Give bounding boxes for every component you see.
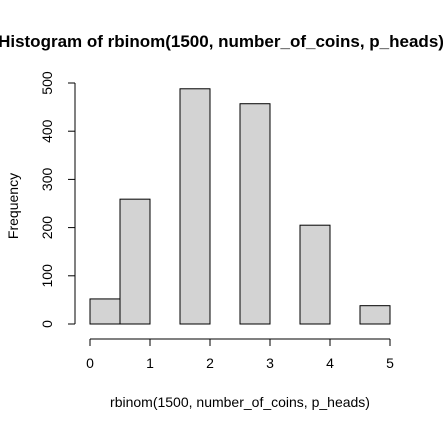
x-tick-label: 4 xyxy=(326,355,334,371)
y-axis-label: Frequency xyxy=(5,173,21,239)
histogram-bar-5 xyxy=(239,103,271,325)
histogram-bar-3 xyxy=(179,88,211,325)
x-axis: 0 1 2 3 4 5 xyxy=(86,338,394,371)
bars-group xyxy=(89,88,391,325)
x-axis-label: rbinom(1500, number_of_coins, p_heads) xyxy=(110,394,370,410)
x-tick-label: 3 xyxy=(266,355,274,371)
histogram-bar-9 xyxy=(359,305,391,325)
y-tick-label: 300 xyxy=(39,168,55,192)
histogram-bar-0 xyxy=(89,298,121,325)
histogram-bar-1 xyxy=(119,198,151,325)
y-axis: 0 100 200 300 400 500 xyxy=(39,71,76,328)
x-tick-label: 1 xyxy=(146,355,154,371)
y-tick-label: 400 xyxy=(39,119,55,143)
y-tick-label: 200 xyxy=(39,216,55,240)
histogram-bar-7 xyxy=(299,224,331,325)
y-tick-label: 100 xyxy=(39,264,55,288)
y-tick-label: 0 xyxy=(39,320,55,328)
x-tick-label: 2 xyxy=(206,355,214,371)
y-tick-label: 500 xyxy=(39,71,55,95)
x-tick-label: 5 xyxy=(386,355,394,371)
x-tick-label: 0 xyxy=(86,355,94,371)
chart-title: Histogram of rbinom(1500, number_of_coin… xyxy=(0,32,443,51)
